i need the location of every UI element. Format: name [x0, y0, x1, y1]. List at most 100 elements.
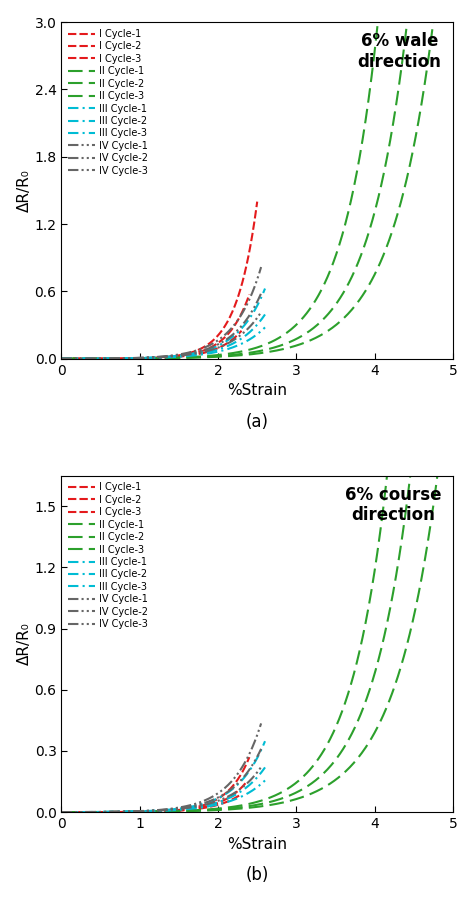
- III Cycle-2: [262, 762, 268, 773]
- Line: IV Cycle-1: IV Cycle-1: [62, 723, 261, 812]
- Line: IV Cycle-1: IV Cycle-1: [62, 267, 261, 359]
- I Cycle-3: [239, 788, 245, 799]
- Text: (b): (b): [246, 866, 269, 884]
- II Cycle-3: [341, 768, 347, 779]
- Y-axis label: ΔR/R₀: ΔR/R₀: [17, 169, 32, 212]
- II Cycle-2: [59, 806, 64, 817]
- III Cycle-3: [262, 322, 268, 333]
- II Cycle-1: [106, 806, 111, 817]
- III Cycle-3: [83, 806, 89, 817]
- Line: III Cycle-3: III Cycle-3: [62, 780, 265, 812]
- III Cycle-1: [262, 736, 268, 746]
- IV Cycle-2: [82, 806, 88, 817]
- Y-axis label: ΔR/R₀: ΔR/R₀: [17, 623, 32, 666]
- I Cycle-2: [177, 351, 182, 361]
- Line: IV Cycle-2: IV Cycle-2: [62, 293, 261, 359]
- IV Cycle-1: [124, 806, 129, 817]
- IV Cycle-3: [258, 762, 264, 772]
- III Cycle-2: [125, 806, 131, 817]
- I Cycle-3: [190, 804, 195, 814]
- II Cycle-3: [450, 326, 456, 336]
- II Cycle-2: [305, 780, 310, 791]
- III Cycle-3: [262, 775, 268, 786]
- IV Cycle-1: [204, 794, 210, 805]
- III Cycle-2: [83, 353, 89, 364]
- III Cycle-1: [125, 353, 131, 363]
- III Cycle-1: [187, 349, 192, 360]
- I Cycle-2: [120, 353, 126, 364]
- Legend: I Cycle-1, I Cycle-2, I Cycle-3, II Cycle-1, II Cycle-2, II Cycle-3, III Cycle-1: I Cycle-1, I Cycle-2, I Cycle-3, II Cycl…: [66, 27, 150, 178]
- II Cycle-1: [214, 804, 219, 814]
- II Cycle-2: [214, 804, 219, 814]
- III Cycle-2: [206, 799, 211, 810]
- I Cycle-3: [80, 353, 86, 364]
- IV Cycle-3: [59, 806, 64, 817]
- IV Cycle-1: [184, 801, 190, 812]
- III Cycle-1: [187, 802, 192, 813]
- II Cycle-3: [343, 310, 349, 321]
- III Cycle-1: [59, 353, 64, 364]
- II Cycle-1: [186, 806, 192, 816]
- I Cycle-3: [80, 806, 86, 817]
- IV Cycle-2: [59, 353, 64, 364]
- III Cycle-2: [207, 799, 212, 810]
- IV Cycle-2: [203, 797, 209, 808]
- II Cycle-2: [214, 351, 219, 361]
- IV Cycle-2: [82, 353, 88, 364]
- Text: 6% wale
direction: 6% wale direction: [357, 32, 441, 71]
- II Cycle-3: [106, 806, 111, 817]
- III Cycle-1: [139, 806, 145, 816]
- I Cycle-2: [192, 803, 198, 814]
- I Cycle-1: [182, 349, 187, 360]
- I Cycle-2: [81, 806, 86, 817]
- IV Cycle-3: [124, 806, 129, 817]
- II Cycle-2: [343, 283, 349, 293]
- II Cycle-3: [59, 353, 64, 364]
- I Cycle-1: [195, 801, 201, 812]
- I Cycle-1: [133, 806, 139, 817]
- IV Cycle-1: [82, 353, 88, 364]
- IV Cycle-3: [203, 799, 209, 810]
- III Cycle-2: [187, 803, 192, 814]
- IV Cycle-2: [124, 806, 129, 817]
- I Cycle-3: [172, 806, 178, 816]
- Line: I Cycle-1: I Cycle-1: [62, 202, 257, 359]
- Line: III Cycle-2: III Cycle-2: [62, 768, 265, 812]
- Line: II Cycle-2: II Cycle-2: [62, 0, 453, 812]
- IV Cycle-3: [203, 346, 209, 357]
- IV Cycle-3: [184, 350, 190, 361]
- Line: II Cycle-3: II Cycle-3: [62, 331, 453, 812]
- III Cycle-3: [83, 353, 89, 364]
- II Cycle-2: [186, 353, 192, 363]
- IV Cycle-3: [82, 353, 88, 364]
- I Cycle-2: [81, 353, 87, 364]
- II Cycle-2: [59, 353, 64, 364]
- I Cycle-1: [59, 806, 64, 817]
- III Cycle-1: [207, 344, 212, 354]
- II Cycle-1: [59, 806, 64, 817]
- I Cycle-3: [239, 326, 245, 336]
- Line: III Cycle-3: III Cycle-3: [62, 327, 265, 359]
- II Cycle-1: [341, 223, 347, 234]
- I Cycle-1: [122, 353, 128, 364]
- IV Cycle-1: [203, 342, 209, 353]
- IV Cycle-1: [137, 353, 143, 363]
- III Cycle-2: [187, 350, 192, 361]
- III Cycle-3: [207, 348, 212, 359]
- I Cycle-2: [174, 806, 180, 816]
- III Cycle-3: [139, 353, 145, 363]
- I Cycle-2: [59, 353, 64, 364]
- Line: IV Cycle-3: IV Cycle-3: [62, 767, 261, 812]
- Line: III Cycle-1: III Cycle-1: [62, 289, 265, 359]
- II Cycle-1: [305, 307, 310, 318]
- II Cycle-3: [186, 806, 192, 816]
- III Cycle-1: [83, 806, 89, 817]
- I Cycle-3: [59, 806, 64, 817]
- II Cycle-3: [305, 789, 310, 800]
- Line: IV Cycle-3: IV Cycle-3: [62, 312, 261, 359]
- III Cycle-3: [187, 804, 192, 814]
- IV Cycle-3: [204, 799, 210, 810]
- IV Cycle-2: [59, 806, 64, 817]
- Line: II Cycle-2: II Cycle-2: [62, 0, 453, 359]
- III Cycle-1: [206, 344, 211, 355]
